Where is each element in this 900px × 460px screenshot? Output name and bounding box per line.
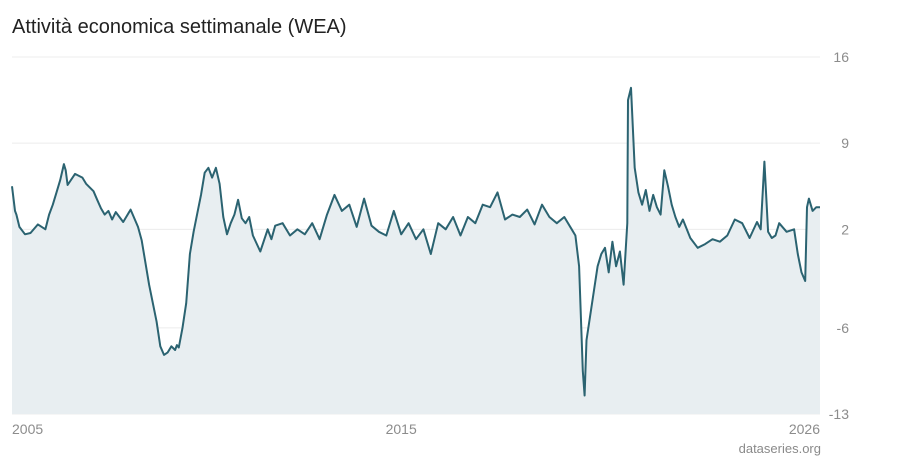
y-tick-label: -13	[829, 406, 849, 422]
x-tick-labels: 2005 2015 2026	[12, 421, 820, 437]
x-tick-label: 2026	[789, 421, 820, 437]
y-tick-labels: 16 9 2 -6 -13	[829, 49, 849, 422]
source-label: dataseries.org	[738, 441, 821, 456]
y-tick-label: 2	[841, 221, 849, 237]
y-tick-label: -6	[837, 320, 850, 336]
series-area	[12, 87, 820, 415]
y-tick-label: 9	[841, 135, 849, 151]
series-line	[11, 86, 820, 397]
chart-title: Attività economica settimanale (WEA)	[12, 16, 347, 38]
y-tick-label: 16	[833, 49, 849, 65]
x-tick-label: 2015	[386, 421, 417, 437]
x-tick-label: 2005	[12, 421, 43, 437]
